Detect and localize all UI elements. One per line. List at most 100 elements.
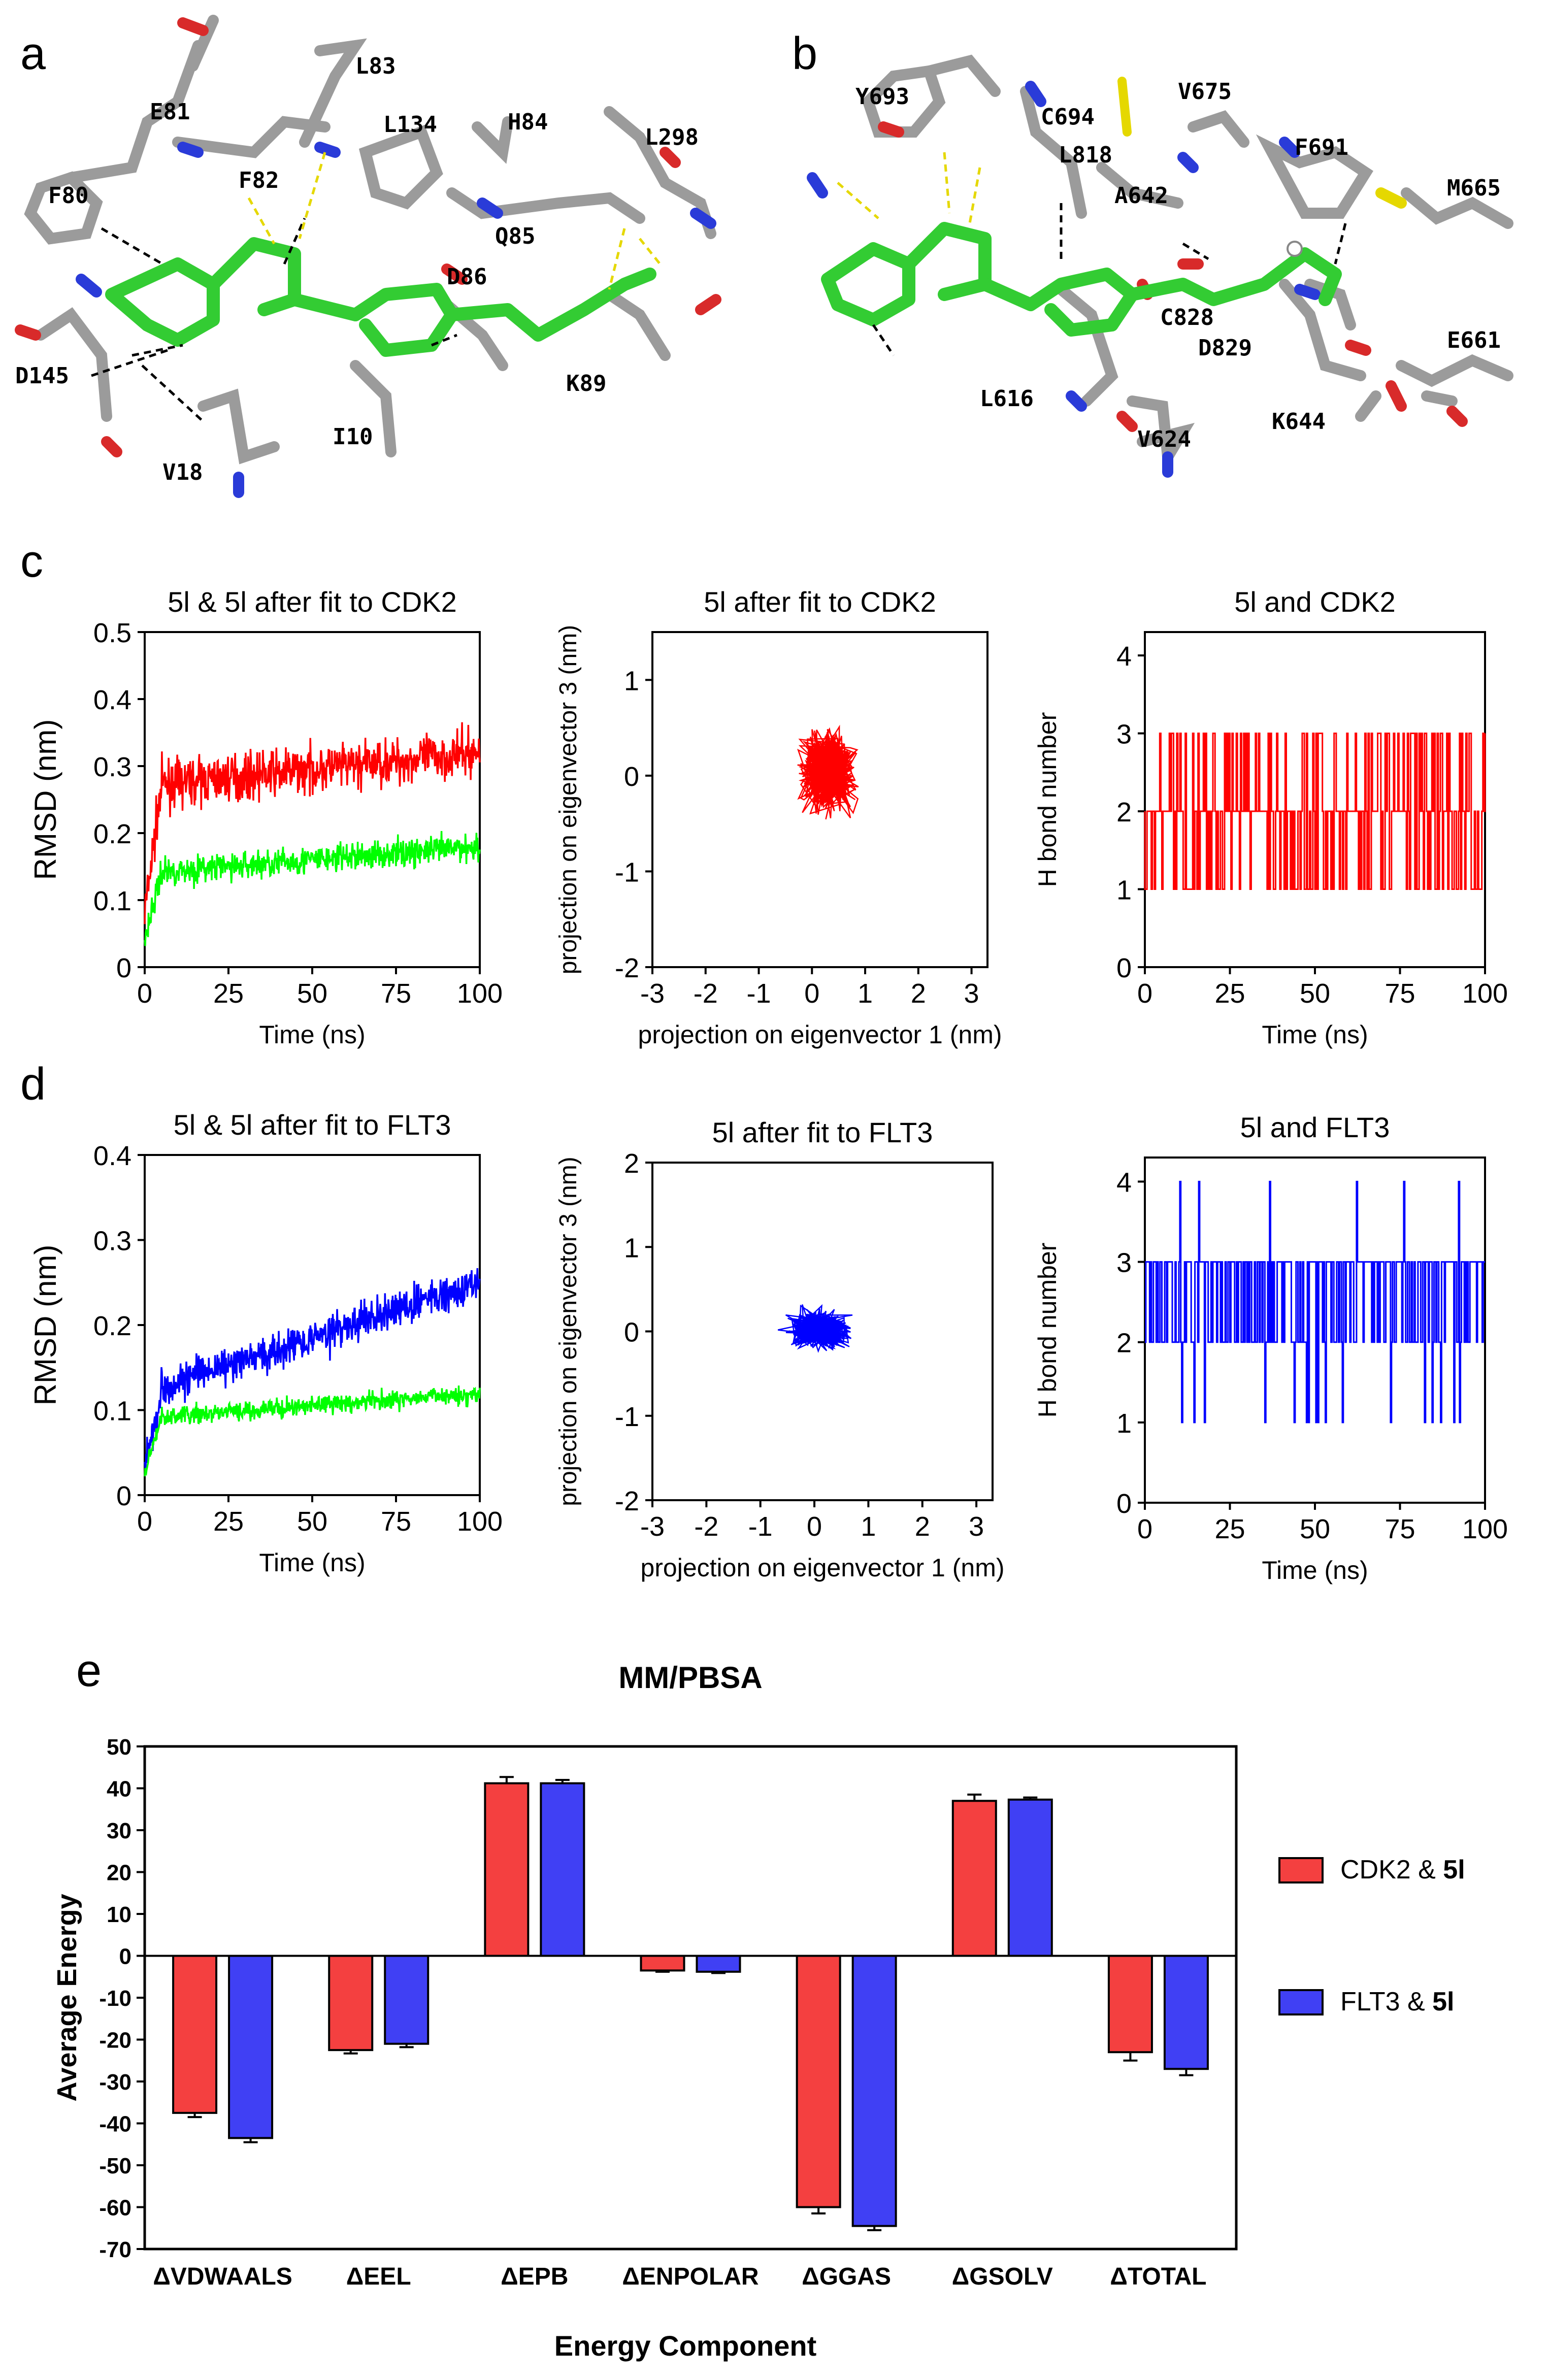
chart-legend: CDK2 & 5l FLT3 & 5l: [1278, 1855, 1465, 2017]
bar-cdk2: [484, 1782, 530, 1957]
y-tick-label: 0: [624, 1317, 639, 1348]
hbond-flt3-chart: 5l and FLT3 Time (ns) H bond number 0 25 50 75…: [1033, 1111, 1508, 1584]
category-label: ΔGSOLV: [952, 2263, 1053, 2290]
x-tick-label: 50: [297, 1506, 327, 1537]
x-tick-label: 3: [969, 1511, 984, 1542]
ligand-5l-a: [105, 237, 656, 357]
rmsd-flt3-chart-title: 5l & 5l after fit to FLT3: [174, 1109, 451, 1141]
x-tick-label: 50: [1300, 978, 1330, 1009]
structure-panel-b: Y693 C694 V675 L818 F691 M665 A642 C828 …: [807, 54, 1513, 478]
y-tick-label: 0.5: [93, 618, 131, 648]
pca-flt3-chart: 5l after fit to FLT3 projection on eigenv…: [555, 1116, 1005, 1582]
pca-trajectory: [797, 724, 859, 820]
residue-label: M665: [1447, 175, 1501, 201]
residue-label: D145: [15, 363, 69, 389]
y-tick-label: 40: [107, 1777, 131, 1802]
residue-label: K644: [1272, 409, 1326, 435]
legend-swatch: [1278, 1989, 1324, 2015]
x-tick-label: 25: [1214, 978, 1245, 1009]
rmsd-cdk2-chart: 5l & 5l after fit to CDK2 Time (ns) RMSD (…: [28, 586, 503, 1049]
y-tick-label: 1: [1116, 1408, 1132, 1439]
y-tick-label: 0: [1116, 1489, 1132, 1519]
residue-label: L134: [383, 112, 437, 138]
x-tick-label: 25: [213, 1506, 244, 1537]
x-tick-label: -2: [694, 978, 718, 1009]
y-tick-label: 4: [1116, 1167, 1132, 1198]
x-tick-label: -2: [694, 1511, 718, 1542]
residue-label: V675: [1178, 79, 1232, 105]
category-label: ΔEEL: [346, 2263, 411, 2290]
y-tick-label: 2: [1116, 797, 1132, 828]
residue-label: F80: [48, 183, 88, 209]
y-tick-label: 20: [107, 1861, 131, 1886]
y-tick-label: 3: [1116, 1248, 1132, 1278]
x-tick-label: 75: [381, 1506, 411, 1537]
panel-label-e: e: [76, 1645, 102, 1696]
pca-cdk2-chart: 5l after fit to CDK2 projection on eigenv…: [555, 586, 1002, 1049]
y-tick-label: 0.2: [93, 819, 131, 849]
x-tick-label: 50: [1300, 1514, 1330, 1544]
rmsd-cdk2-chart-ylabel: RMSD (nm): [28, 719, 62, 880]
x-tick-label: 100: [457, 978, 503, 1009]
x-tick-label: -1: [747, 978, 771, 1009]
x-tick-label: 100: [1462, 1514, 1508, 1544]
rmsd-cdk2-chart-title: 5l & 5l after fit to CDK2: [168, 586, 457, 618]
pca-flt3-chart-title: 5l after fit to FLT3: [712, 1116, 933, 1148]
y-tick-label: 1: [1116, 875, 1132, 906]
residue-label: A642: [1114, 183, 1168, 209]
y-tick-label: -10: [99, 1986, 131, 2011]
y-tick-label: -70: [99, 2237, 131, 2262]
legend-label: FLT3 & 5l: [1340, 1987, 1454, 2017]
residue-sticks-a: [24, 15, 716, 465]
x-tick-label: 75: [1385, 1514, 1415, 1544]
x-tick-label: 0: [137, 1506, 152, 1537]
residue-label: E661: [1447, 327, 1501, 353]
panel-label-b: b: [792, 28, 818, 79]
bar-flt3: [384, 1955, 430, 2045]
y-axis-label: Average Energy: [52, 1894, 82, 2101]
hbond-flt3-chart-xlabel: Time (ns): [1262, 1556, 1368, 1584]
bar-cdk2: [172, 1955, 218, 2114]
x-tick-label: 25: [1214, 1514, 1245, 1544]
bar-cdk2: [796, 1955, 841, 2208]
panel-label-d: d: [20, 1059, 46, 1110]
x-tick-label: 2: [915, 1511, 930, 1542]
bar-cdk2: [1107, 1955, 1153, 2054]
residue-label: V18: [162, 459, 203, 485]
residue-label: Q85: [495, 223, 535, 249]
residue-label: D86: [447, 264, 487, 290]
legend-swatch: [1278, 1857, 1324, 1883]
hbond-flt3-chart-ylabel: H bond number: [1033, 1243, 1062, 1418]
bar-cdk2: [328, 1955, 374, 2052]
pca-cdk2-chart-frame: [651, 631, 988, 968]
residue-label: D829: [1198, 335, 1252, 361]
y-tick-label: -2: [615, 1486, 639, 1516]
rmsd-flt3-chart-frame: [144, 1154, 481, 1496]
hbond-series: [1145, 1180, 1485, 1424]
rmsd-cdk2-chart-xlabel: Time (ns): [259, 1020, 365, 1049]
rmsd-series-5l: [144, 1268, 481, 1469]
y-tick-label: 0.4: [93, 1141, 131, 1171]
bar-flt3: [1163, 1955, 1209, 2070]
x-axis-label: Energy Component: [554, 2330, 816, 2362]
panel-label-c: c: [20, 536, 43, 587]
x-tick-label: 1: [858, 978, 873, 1009]
x-tick-label: 75: [381, 978, 411, 1009]
category-label: ΔTOTAL: [1110, 2263, 1206, 2290]
residue-label: L616: [980, 386, 1034, 412]
x-tick-label: 0: [1137, 978, 1152, 1009]
y-tick-label: 0.3: [93, 752, 131, 782]
legend-label: CDK2 & 5l: [1340, 1855, 1465, 1885]
x-tick-label: -3: [640, 1511, 665, 1542]
bar-flt3: [540, 1782, 585, 1957]
y-tick-label: 3: [1116, 719, 1132, 750]
hbond-cdk2-chart-xlabel: Time (ns): [1262, 1020, 1368, 1049]
hbond-series: [1144, 733, 1486, 890]
residue-label: F691: [1295, 135, 1348, 160]
y-tick-label: 1: [624, 1233, 639, 1263]
y-tick-label: -1: [615, 857, 639, 887]
bar-flt3: [228, 1955, 274, 2139]
y-tick-label: -1: [615, 1402, 639, 1432]
residue-label: L298: [645, 124, 699, 150]
pca-trajectory: [777, 1304, 853, 1353]
